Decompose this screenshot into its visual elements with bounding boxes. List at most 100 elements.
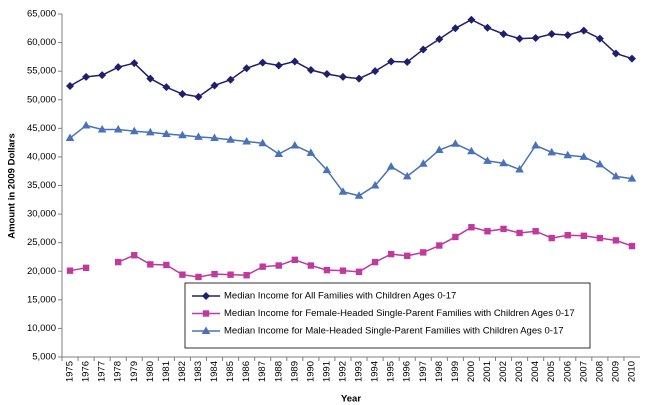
legend-marker bbox=[201, 326, 211, 334]
data-point bbox=[65, 133, 75, 142]
x-tick-label: 1976 bbox=[81, 361, 92, 382]
x-tick-label: 1994 bbox=[370, 361, 381, 382]
x-tick-label: 1997 bbox=[418, 361, 429, 382]
data-point bbox=[387, 250, 395, 258]
x-tick-label: 2002 bbox=[498, 361, 509, 382]
data-point bbox=[547, 30, 556, 39]
data-point bbox=[66, 82, 75, 91]
data-point bbox=[66, 267, 74, 274]
data-point bbox=[146, 74, 155, 83]
data-point bbox=[579, 26, 588, 35]
data-point bbox=[306, 148, 316, 156]
data-point bbox=[595, 159, 605, 168]
x-tick-label: 1980 bbox=[145, 361, 156, 382]
data-point bbox=[402, 171, 412, 180]
x-tick-label: 2006 bbox=[562, 361, 573, 382]
data-point bbox=[596, 234, 604, 242]
y-tick-label: 20,000 bbox=[27, 266, 56, 277]
data-point bbox=[532, 228, 539, 235]
data-point bbox=[420, 249, 427, 256]
series-line bbox=[69, 226, 633, 278]
data-point bbox=[386, 162, 396, 170]
x-tick-label: 1992 bbox=[337, 361, 348, 382]
data-point bbox=[418, 159, 428, 167]
data-point bbox=[114, 63, 123, 72]
data-point bbox=[113, 124, 123, 133]
x-tick-label: 2009 bbox=[610, 361, 621, 382]
data-point bbox=[322, 165, 332, 174]
data-point bbox=[564, 232, 571, 239]
data-point bbox=[579, 152, 589, 160]
legend-label: Median Income for All Families with Chil… bbox=[224, 291, 456, 302]
x-tick-label: 1979 bbox=[129, 361, 140, 382]
x-tick-label: 1983 bbox=[193, 361, 204, 382]
data-point bbox=[338, 72, 347, 81]
data-point bbox=[162, 129, 171, 138]
x-tick-label: 2001 bbox=[482, 361, 493, 382]
data-point bbox=[531, 140, 540, 149]
data-point bbox=[515, 34, 524, 43]
x-tick-label: 2000 bbox=[466, 361, 477, 382]
x-tick-label: 1978 bbox=[113, 361, 124, 382]
data-point bbox=[147, 261, 154, 268]
x-tick-label: 1977 bbox=[97, 361, 108, 382]
data-point bbox=[516, 229, 523, 237]
data-point bbox=[612, 237, 620, 244]
x-tick-label: 1998 bbox=[434, 361, 445, 382]
y-tick-label: 30,000 bbox=[27, 209, 56, 220]
data-point bbox=[499, 158, 508, 167]
data-point bbox=[242, 64, 251, 73]
data-point bbox=[355, 74, 364, 83]
data-point bbox=[275, 262, 282, 269]
y-tick-label: 60,000 bbox=[27, 37, 56, 48]
x-tick-label: 1986 bbox=[241, 361, 252, 382]
data-point bbox=[403, 58, 412, 67]
x-tick-label: 1988 bbox=[273, 361, 284, 382]
data-point bbox=[82, 264, 90, 272]
data-point bbox=[242, 136, 251, 145]
data-point bbox=[227, 271, 234, 278]
x-tick-label: 1975 bbox=[65, 361, 76, 382]
data-point bbox=[468, 224, 475, 231]
x-tick-label: 1996 bbox=[402, 361, 413, 382]
data-point bbox=[290, 140, 300, 149]
y-tick-label: 15,000 bbox=[27, 294, 56, 305]
data-point bbox=[210, 81, 219, 90]
data-point bbox=[563, 31, 572, 40]
data-point bbox=[500, 225, 507, 233]
data-point bbox=[81, 120, 91, 129]
x-tick-label: 2004 bbox=[530, 361, 541, 382]
x-tick-label: 1981 bbox=[161, 361, 172, 382]
data-point bbox=[307, 262, 315, 269]
x-tick-label: 2008 bbox=[594, 361, 605, 382]
data-point bbox=[226, 75, 235, 84]
y-tick-label: 55,000 bbox=[27, 66, 56, 77]
data-point bbox=[563, 150, 573, 159]
data-point bbox=[627, 54, 636, 63]
data-point bbox=[387, 57, 396, 66]
data-point bbox=[322, 70, 331, 79]
y-tick-label: 35,000 bbox=[27, 180, 56, 191]
data-point bbox=[371, 258, 379, 266]
legend-marker bbox=[202, 310, 210, 317]
data-point bbox=[628, 242, 636, 250]
data-point bbox=[194, 132, 203, 140]
x-tick-label: 1995 bbox=[386, 361, 397, 382]
legend-marker bbox=[202, 292, 210, 300]
data-point bbox=[452, 233, 459, 241]
data-point bbox=[548, 234, 555, 242]
data-point bbox=[274, 149, 284, 158]
x-tick-label: 2007 bbox=[578, 361, 589, 382]
data-point bbox=[338, 187, 348, 195]
x-tick-label: 2005 bbox=[546, 361, 557, 382]
data-point bbox=[451, 139, 460, 147]
data-point bbox=[243, 272, 250, 279]
data-point bbox=[178, 130, 187, 139]
legend-label: Median Income for Male-Headed Single-Par… bbox=[224, 326, 564, 337]
x-axis-title: Year bbox=[341, 394, 361, 405]
data-point bbox=[467, 146, 476, 155]
data-point bbox=[339, 267, 347, 274]
x-tick-label: 1991 bbox=[321, 361, 332, 382]
y-axis-title: Amount in 2009 Dollars bbox=[7, 133, 18, 239]
